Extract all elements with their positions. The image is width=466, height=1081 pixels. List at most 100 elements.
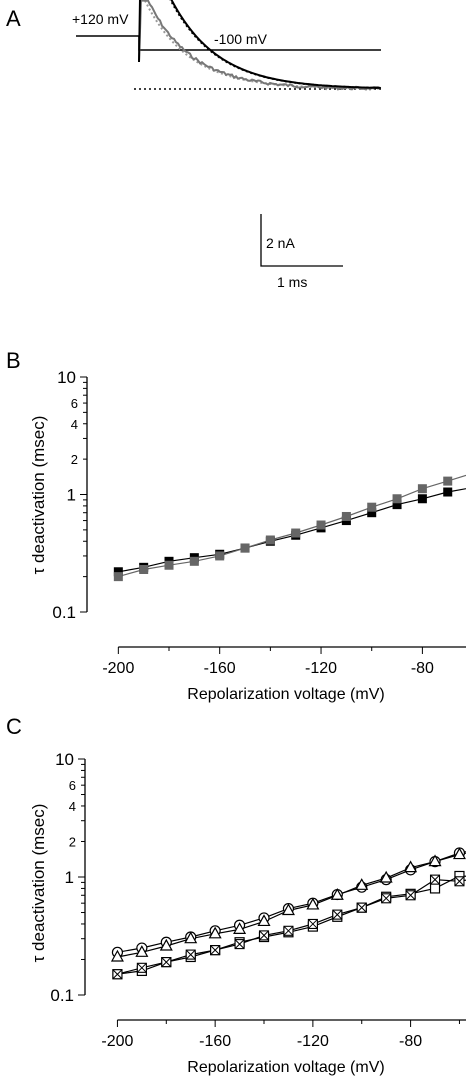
series-line-c bbox=[117, 852, 466, 958]
data-point bbox=[332, 909, 343, 920]
series-line-c bbox=[117, 851, 466, 953]
data-point bbox=[281, 903, 295, 916]
data-point bbox=[135, 945, 149, 957]
series-line-c bbox=[117, 875, 466, 975]
y-minor-tick-label-c: 6 bbox=[69, 778, 76, 793]
data-point bbox=[164, 560, 174, 570]
data-point-cross bbox=[381, 893, 392, 904]
data-point bbox=[392, 500, 402, 510]
axes-c: 0.1 1 10 2 4 6 -200 -160 -120 -80 bbox=[50, 750, 466, 1050]
data-point bbox=[392, 494, 402, 504]
data-point bbox=[379, 870, 393, 883]
x-tick-label-c: -160 bbox=[199, 1033, 231, 1050]
data-point bbox=[258, 930, 270, 941]
data-point bbox=[113, 572, 123, 582]
y-tick-label-b: 10 bbox=[57, 368, 76, 387]
data-point bbox=[443, 487, 453, 497]
x-tick-label-c: -80 bbox=[399, 1033, 422, 1050]
data-point bbox=[367, 508, 377, 518]
data-point bbox=[417, 494, 427, 504]
data-point-cross bbox=[283, 925, 294, 936]
data-point-cross bbox=[210, 945, 221, 955]
data-point-cross bbox=[259, 930, 269, 941]
data-point-cross bbox=[185, 949, 196, 960]
data-point-cross bbox=[308, 919, 318, 929]
x-tick-label-c: -120 bbox=[297, 1033, 329, 1050]
trace-black-recorded bbox=[138, 0, 380, 89]
data-point bbox=[208, 926, 222, 939]
data-point bbox=[452, 847, 466, 860]
x-tick-label-b: -80 bbox=[411, 660, 434, 677]
data-point bbox=[429, 883, 441, 894]
data-point bbox=[110, 949, 124, 962]
marks-c bbox=[110, 847, 466, 980]
y-axis-label-b: τ deactivation (msec) bbox=[29, 416, 48, 575]
data-point bbox=[381, 893, 392, 904]
y-tick-label-b: 0.1 bbox=[52, 603, 76, 622]
data-point bbox=[161, 957, 172, 968]
data-point bbox=[234, 939, 245, 950]
protocol-step1-label: +120 mV bbox=[72, 11, 129, 27]
data-point bbox=[113, 567, 123, 577]
y-minor-tick-label-b: 4 bbox=[71, 417, 78, 432]
y-tick-label-c: 10 bbox=[55, 750, 74, 769]
data-point bbox=[240, 543, 250, 553]
data-point bbox=[233, 922, 247, 934]
data-point-cross bbox=[332, 909, 343, 920]
data-point bbox=[283, 925, 294, 936]
trace-gray-recorded bbox=[138, 0, 381, 91]
data-point-cross bbox=[356, 902, 367, 913]
axes-b: 0.1 1 10 2 4 6 -200 -160 -120 -80 bbox=[52, 368, 466, 677]
data-point bbox=[210, 945, 221, 956]
data-point bbox=[265, 535, 275, 545]
panel-label-c: C bbox=[6, 714, 22, 739]
panel-c: C Repolarization voltage (mV) τ deactiva… bbox=[6, 714, 466, 1076]
data-point bbox=[428, 854, 442, 867]
panel-label-a: A bbox=[6, 6, 21, 31]
data-point bbox=[341, 511, 351, 521]
y-minor-tick-label-c: 4 bbox=[69, 799, 76, 814]
data-point bbox=[356, 902, 367, 913]
data-point bbox=[184, 931, 198, 944]
data-point-cross bbox=[112, 969, 123, 980]
data-point bbox=[417, 484, 427, 494]
data-point bbox=[454, 876, 465, 887]
data-point bbox=[330, 888, 344, 900]
data-point bbox=[404, 860, 418, 873]
scale-bar bbox=[260, 214, 343, 267]
y-tick-label-c: 0.1 bbox=[50, 986, 74, 1005]
y-minor-tick-label-b: 6 bbox=[71, 396, 78, 411]
data-point bbox=[159, 938, 173, 951]
panel-b: B Repolarization voltage (mV) τ deactiva… bbox=[6, 348, 466, 703]
data-point bbox=[367, 502, 377, 512]
data-point bbox=[112, 969, 123, 980]
data-point-cross bbox=[137, 962, 147, 973]
panel-label-b: B bbox=[6, 348, 21, 373]
data-point bbox=[316, 520, 326, 530]
x-axis-label-c: Repolarization voltage (mV) bbox=[187, 1059, 384, 1076]
series-line-b bbox=[118, 474, 466, 578]
scale-bar-current-label: 2 nA bbox=[266, 235, 295, 251]
data-point bbox=[291, 528, 301, 538]
data-point bbox=[355, 878, 369, 890]
data-point bbox=[306, 897, 320, 910]
x-tick-label-b: -120 bbox=[305, 660, 337, 677]
data-point bbox=[443, 476, 453, 486]
data-point-cross bbox=[234, 939, 245, 949]
series-line-c bbox=[117, 878, 466, 975]
data-point-cross bbox=[430, 874, 440, 885]
data-point bbox=[257, 914, 271, 927]
panel-a: A +120 mV -100 mV 2 nA 1 ms bbox=[6, 0, 382, 290]
protocol-step2-label: -100 mV bbox=[214, 31, 268, 47]
y-minor-tick-label-b: 2 bbox=[71, 452, 78, 467]
data-point bbox=[185, 949, 196, 960]
x-axis-label-b: Repolarization voltage (mV) bbox=[187, 686, 384, 703]
y-axis-label-c: τ deactivation (msec) bbox=[29, 804, 48, 963]
scale-bar-time-label: 1 ms bbox=[277, 274, 307, 290]
series-line-b bbox=[118, 488, 466, 573]
x-tick-label-b: -160 bbox=[204, 660, 236, 677]
data-point bbox=[136, 962, 147, 973]
data-point-cross bbox=[161, 957, 172, 967]
marks-b bbox=[113, 474, 466, 582]
